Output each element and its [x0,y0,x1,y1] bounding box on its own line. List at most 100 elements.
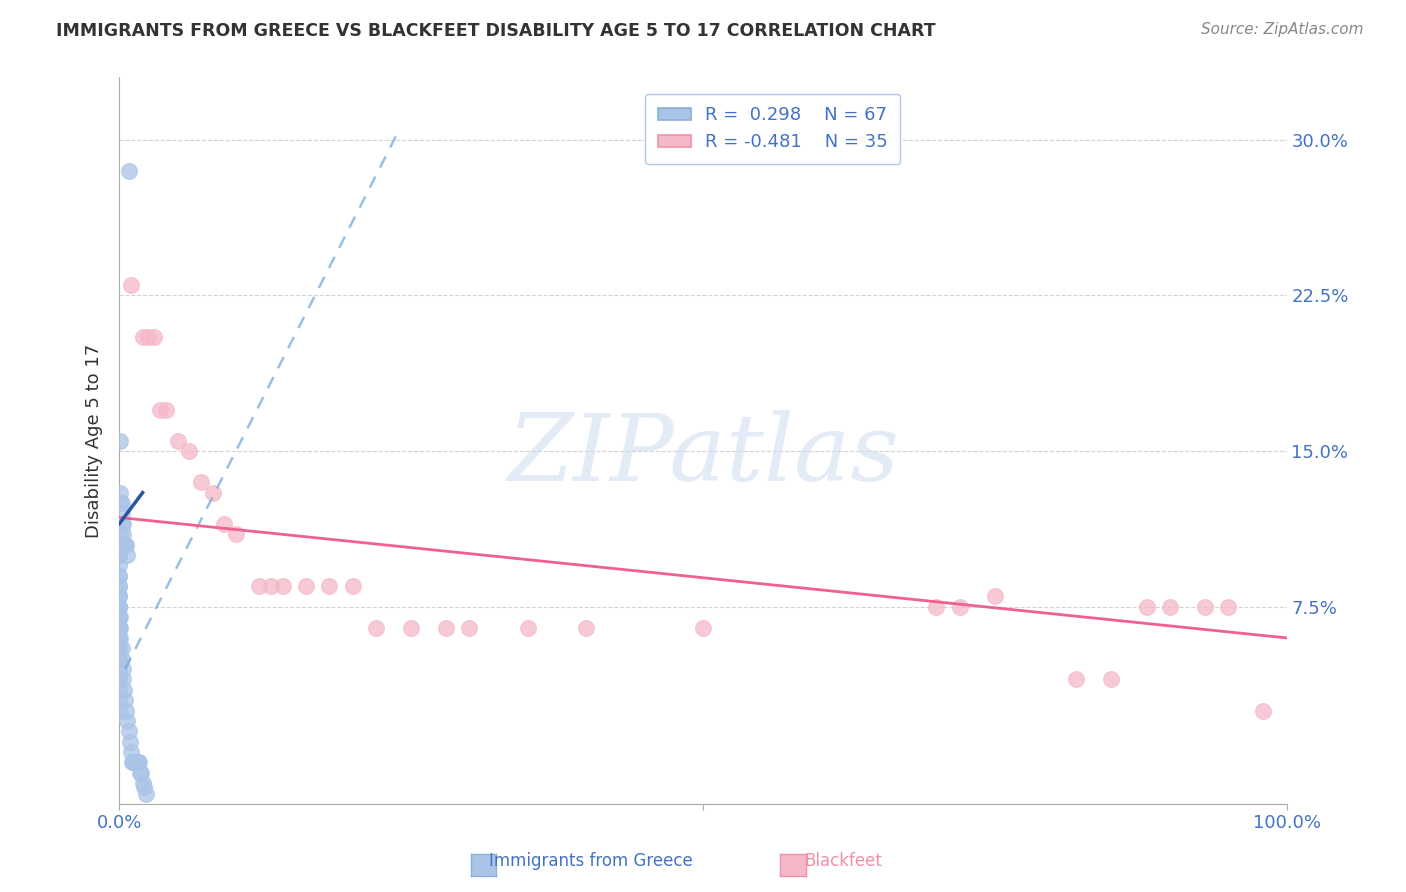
Point [1135,599,1157,614]
Point [120,745,142,759]
Point [108,599,131,614]
Point [112,682,135,697]
Point [108,568,131,582]
Point [1101,673,1123,687]
Point [108,704,131,718]
Point [110,485,132,500]
Point [108,568,131,582]
Point [108,599,131,614]
Point [118,735,141,749]
Point [135,787,157,801]
Point [108,682,131,697]
Point [111,516,134,531]
Point [108,662,131,676]
Point [110,641,132,656]
Point [110,496,132,510]
Point [1194,599,1216,614]
Point [125,756,148,770]
Point [127,756,149,770]
Text: Blackfeet: Blackfeet [804,852,883,870]
Point [984,590,1007,604]
Point [131,776,153,790]
Point [124,756,146,770]
Point [110,651,132,665]
Point [128,756,150,770]
Text: Immigrants from Greece: Immigrants from Greece [489,852,692,870]
Point [166,434,188,448]
Point [110,507,132,521]
Y-axis label: Disability Age 5 to 17: Disability Age 5 to 17 [86,343,103,538]
Point [117,548,139,562]
Point [110,496,132,510]
Point [108,610,131,624]
Point [108,631,131,645]
Point [108,641,131,656]
Point [108,621,131,635]
Point [295,579,318,593]
Point [201,485,224,500]
Point [108,548,131,562]
Point [129,765,152,780]
Point [458,621,481,635]
Point [108,558,131,573]
Point [318,579,340,593]
Point [692,621,714,635]
Point [271,579,294,593]
Point [122,756,145,770]
Point [131,330,153,344]
Point [149,402,172,417]
Point [108,621,131,635]
Point [260,579,283,593]
Point [117,724,139,739]
Point [108,651,131,665]
Point [214,516,236,531]
Point [108,673,131,687]
Point [111,527,134,541]
Point [225,527,247,541]
Point [131,765,153,780]
Point [516,621,538,635]
Point [108,693,131,707]
Point [108,631,131,645]
Point [120,278,142,293]
Point [1159,599,1181,614]
Text: ZIPatlas: ZIPatlas [508,410,898,500]
Point [114,693,136,707]
Point [108,579,131,593]
Point [110,610,132,624]
Point [399,621,422,635]
Point [108,590,131,604]
Point [110,631,132,645]
Point [179,444,201,458]
Point [108,641,131,656]
Point [110,527,132,541]
Point [108,548,131,562]
Point [110,434,132,448]
Point [1251,704,1274,718]
Point [364,621,387,635]
Point [143,330,166,344]
Point [121,756,143,770]
Text: Source: ZipAtlas.com: Source: ZipAtlas.com [1201,22,1364,37]
Point [111,673,134,687]
Point [112,537,135,551]
Point [110,621,132,635]
Point [111,662,134,676]
Point [575,621,598,635]
Point [117,714,139,728]
Point [115,704,138,718]
Point [190,475,212,490]
Point [110,516,132,531]
Point [132,780,155,795]
Point [108,610,131,624]
Point [1066,673,1088,687]
Point [108,651,131,665]
Point [925,599,948,614]
Point [434,621,457,635]
Point [155,402,177,417]
Point [108,599,131,614]
Point [117,164,139,178]
Point [138,330,160,344]
Point [108,590,131,604]
Point [342,579,364,593]
